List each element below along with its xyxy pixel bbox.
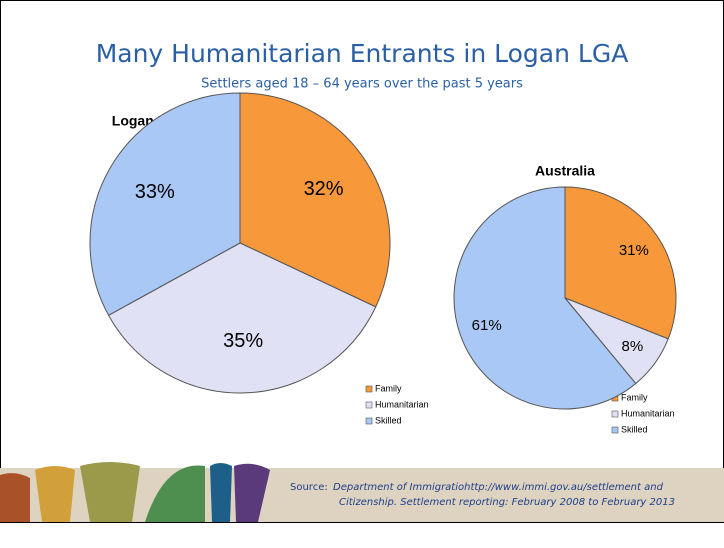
pie-slice [239,92,391,308]
legend-label: Humanitarian [375,399,429,409]
slide-title: Many Humanitarian Entrants in Logan LGA [96,39,629,68]
legend-swatch [365,417,373,425]
legend-swatch [365,385,373,393]
footer-shape [80,462,140,522]
data-label: 35% [223,330,263,352]
pie-slice [564,186,677,340]
data-label: 8% [622,338,644,355]
legend-swatch [611,410,619,418]
footer-shape [0,473,30,522]
data-label: 31% [619,242,649,259]
slide-subtitle: Settlers aged 18 – 64 years over the pas… [201,77,523,92]
legend-label: Family [621,392,648,402]
footer-shape [145,465,205,522]
data-label: 33% [135,181,175,203]
legend-label: Skilled [375,415,402,425]
pie-slice [453,186,637,410]
footer-band [0,462,724,522]
legend-swatch [611,426,619,434]
footer-shape [35,466,75,522]
legend-label: Skilled [621,424,648,434]
pie-slice [107,242,377,394]
source-label: Source: [290,482,328,493]
source-line: Citizenship. Settlement reporting: Febru… [339,497,675,508]
chart-title: Australia [535,163,595,179]
data-label: 61% [472,317,502,334]
legend-swatch [365,401,373,409]
footer-shape [234,463,270,522]
footer-shape [210,463,232,522]
legend-label: Humanitarian [621,408,675,418]
legend-label: Family [375,383,402,393]
pie-slice [89,92,241,316]
data-label: 32% [304,178,344,200]
source-line: Department of Immigratiohttp://www.immi.… [333,482,664,493]
